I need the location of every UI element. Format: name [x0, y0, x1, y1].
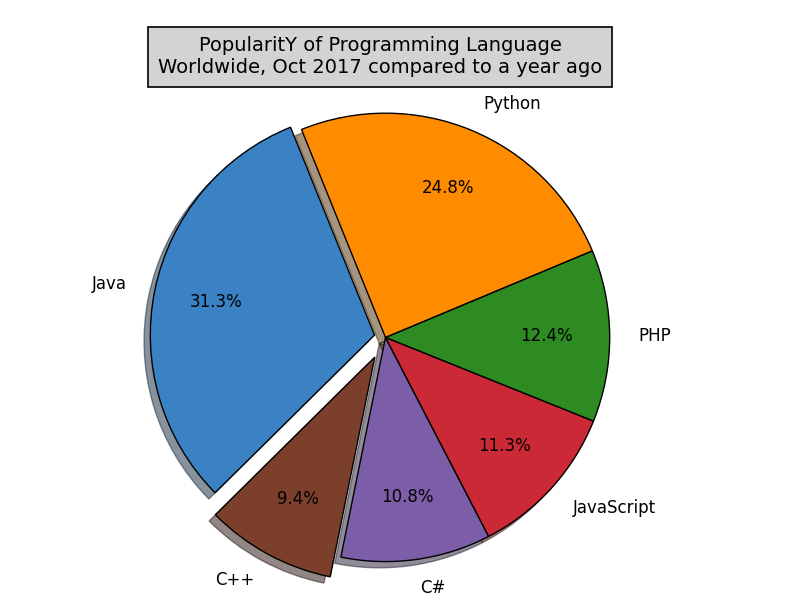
Text: 31.3%: 31.3% — [190, 293, 242, 311]
Wedge shape — [215, 357, 375, 577]
Wedge shape — [150, 127, 374, 493]
Text: 9.4%: 9.4% — [277, 490, 319, 508]
Text: 10.8%: 10.8% — [382, 488, 434, 506]
Wedge shape — [302, 113, 592, 337]
Wedge shape — [341, 337, 489, 562]
Text: JavaScript: JavaScript — [573, 499, 656, 517]
Text: C#: C# — [421, 579, 446, 597]
Text: 11.3%: 11.3% — [478, 437, 531, 455]
Text: Python: Python — [483, 95, 541, 113]
Text: 12.4%: 12.4% — [521, 327, 574, 345]
Title: PopularitY of Programming Language
Worldwide, Oct 2017 compared to a year ago: PopularitY of Programming Language World… — [158, 37, 602, 77]
Text: Java: Java — [91, 275, 126, 293]
Text: PHP: PHP — [639, 326, 671, 344]
Wedge shape — [386, 337, 594, 536]
Text: C++: C++ — [215, 571, 254, 589]
Wedge shape — [386, 251, 610, 421]
Text: 24.8%: 24.8% — [422, 179, 474, 197]
